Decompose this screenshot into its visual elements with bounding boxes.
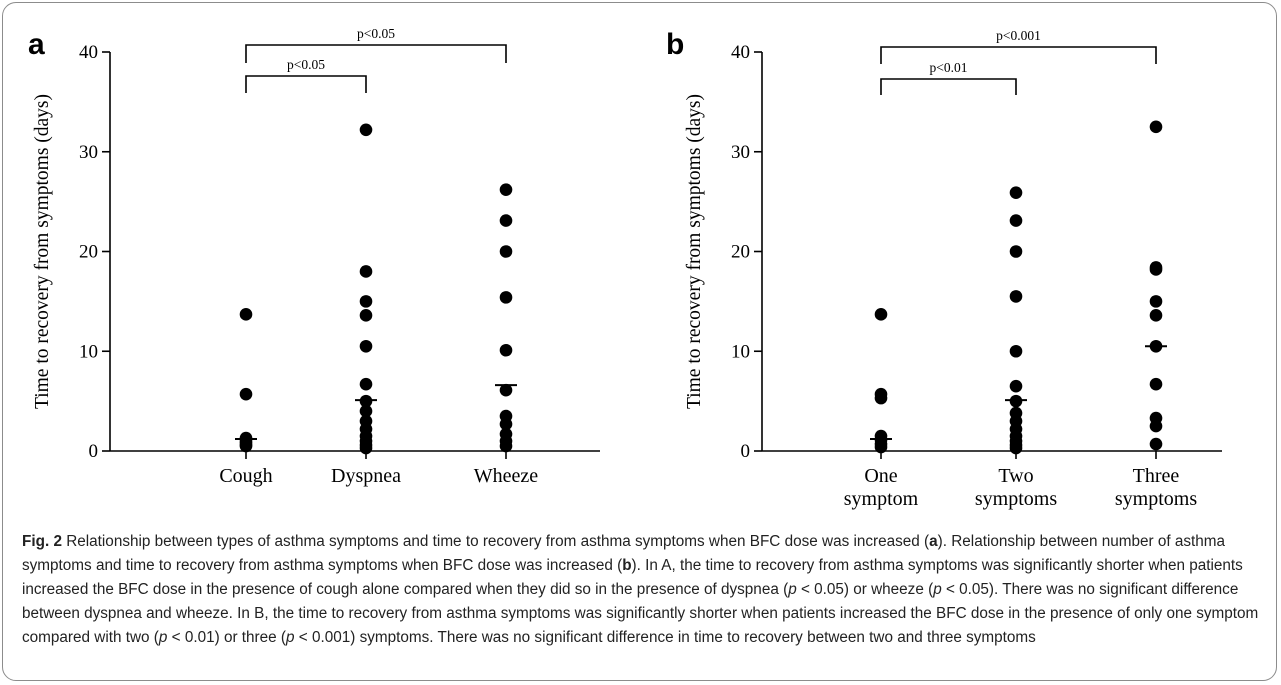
- data-point: [499, 409, 513, 423]
- data-point: [1149, 377, 1163, 391]
- y-tick-label: 10: [79, 341, 98, 362]
- x-tick-label: symptoms: [1115, 488, 1197, 510]
- data-point: [1009, 379, 1023, 393]
- significance-label: p<0.001: [996, 28, 1041, 43]
- data-point: [359, 377, 373, 391]
- significance-bracket: [880, 46, 1157, 64]
- significance-label: p<0.01: [930, 60, 968, 75]
- caption-p-italic-4: p: [286, 629, 295, 646]
- caption-fig-label: Fig. 2: [22, 533, 62, 550]
- significance-bracket: [880, 78, 1017, 95]
- x-tick-label: Dyspnea: [331, 465, 401, 487]
- data-point: [499, 291, 513, 304]
- data-point: [499, 245, 513, 258]
- data-point: [499, 343, 513, 357]
- data-point: [1009, 214, 1023, 227]
- y-tick-label: 30: [79, 142, 98, 163]
- significance-label: p<0.05: [287, 57, 325, 72]
- y-tick-label: 10: [731, 341, 750, 362]
- panel-b: b 0 10 20 30 40 Time to recovery from symptoms…: [666, 28, 1222, 510]
- data-point: [1009, 186, 1023, 199]
- panel-a: a 0 10 20 30 40 Time to recovery from symptoms…: [28, 26, 600, 487]
- data-point: [499, 427, 513, 441]
- y-tick-label: 40: [79, 42, 98, 63]
- caption-p-italic-1: p: [788, 581, 797, 598]
- data-point: [1149, 309, 1163, 322]
- data-point: [1149, 261, 1163, 274]
- data-point: [359, 123, 373, 137]
- caption-p-italic-3: p: [158, 629, 168, 646]
- significance-label: p<0.05: [357, 26, 395, 41]
- y-axis-label: Time to recovery from symptoms (days): [684, 94, 705, 409]
- data-point: [1009, 406, 1023, 420]
- data-point: [499, 214, 513, 227]
- caption-text-6: < 0.01) or three (: [167, 629, 287, 646]
- data-point: [359, 295, 373, 308]
- data-point: [1149, 295, 1163, 308]
- caption-text-3: ). In A, the time to recovery from asthm…: [22, 557, 1243, 598]
- data-point: [1149, 437, 1163, 451]
- y-tick-label: 40: [731, 42, 750, 63]
- x-tick-label: One: [864, 465, 897, 487]
- figure-svg: a 0 10 20 30 40 Time to recovery from symptoms…: [28, 26, 1222, 510]
- significance-bracket: [245, 44, 507, 63]
- y-tick-label: 0: [89, 441, 99, 462]
- figure-caption: Fig. 2 Relationship between types of ast…: [22, 530, 1262, 650]
- data-point: [874, 308, 888, 321]
- data-point: [239, 387, 253, 401]
- data-point: [239, 308, 253, 321]
- caption-text-4: < 0.05) or wheeze (: [796, 581, 934, 598]
- data-point: [499, 183, 513, 196]
- y-axis-label: Time to recovery from symptoms (days): [32, 94, 53, 409]
- panel-letter: a: [28, 28, 45, 61]
- x-tick-label: symptom: [844, 488, 919, 510]
- x-tick-label: Two: [998, 465, 1033, 487]
- caption-text-5: < 0.05). There was no significant differ…: [22, 581, 1259, 646]
- data-point: [359, 339, 373, 353]
- caption-text-1: Relationship between types of asthma sym…: [61, 533, 930, 550]
- x-tick-label: Wheeze: [474, 465, 539, 487]
- y-tick-label: 0: [741, 441, 751, 462]
- x-tick-label: Three: [1133, 465, 1180, 487]
- data-point: [359, 265, 373, 278]
- data-point: [499, 383, 513, 397]
- x-tick-label: Cough: [219, 465, 272, 487]
- data-point: [1009, 344, 1023, 358]
- data-point: [1009, 290, 1023, 303]
- panel-letter: b: [666, 28, 684, 61]
- data-point: [359, 404, 373, 418]
- significance-bracket: [245, 75, 367, 93]
- y-tick-label: 20: [731, 242, 750, 263]
- y-tick-label: 20: [79, 242, 98, 263]
- caption-panel-a-ref: a: [929, 533, 938, 550]
- caption-p-italic-2: p: [933, 581, 942, 598]
- caption-text-2: ). Relationship between number of asthma…: [22, 533, 1226, 574]
- data-point: [359, 414, 373, 428]
- x-tick-label: symptoms: [975, 488, 1057, 510]
- data-point: [1149, 411, 1163, 425]
- data-point: [1149, 120, 1163, 134]
- caption-text-7: < 0.001) symptoms. There was no signific…: [294, 629, 1036, 646]
- data-point: [874, 387, 888, 401]
- data-point: [1009, 245, 1023, 258]
- data-point: [874, 429, 888, 443]
- caption-panel-b-ref: b: [622, 557, 632, 574]
- data-point: [359, 309, 373, 322]
- y-tick-label: 30: [731, 142, 750, 163]
